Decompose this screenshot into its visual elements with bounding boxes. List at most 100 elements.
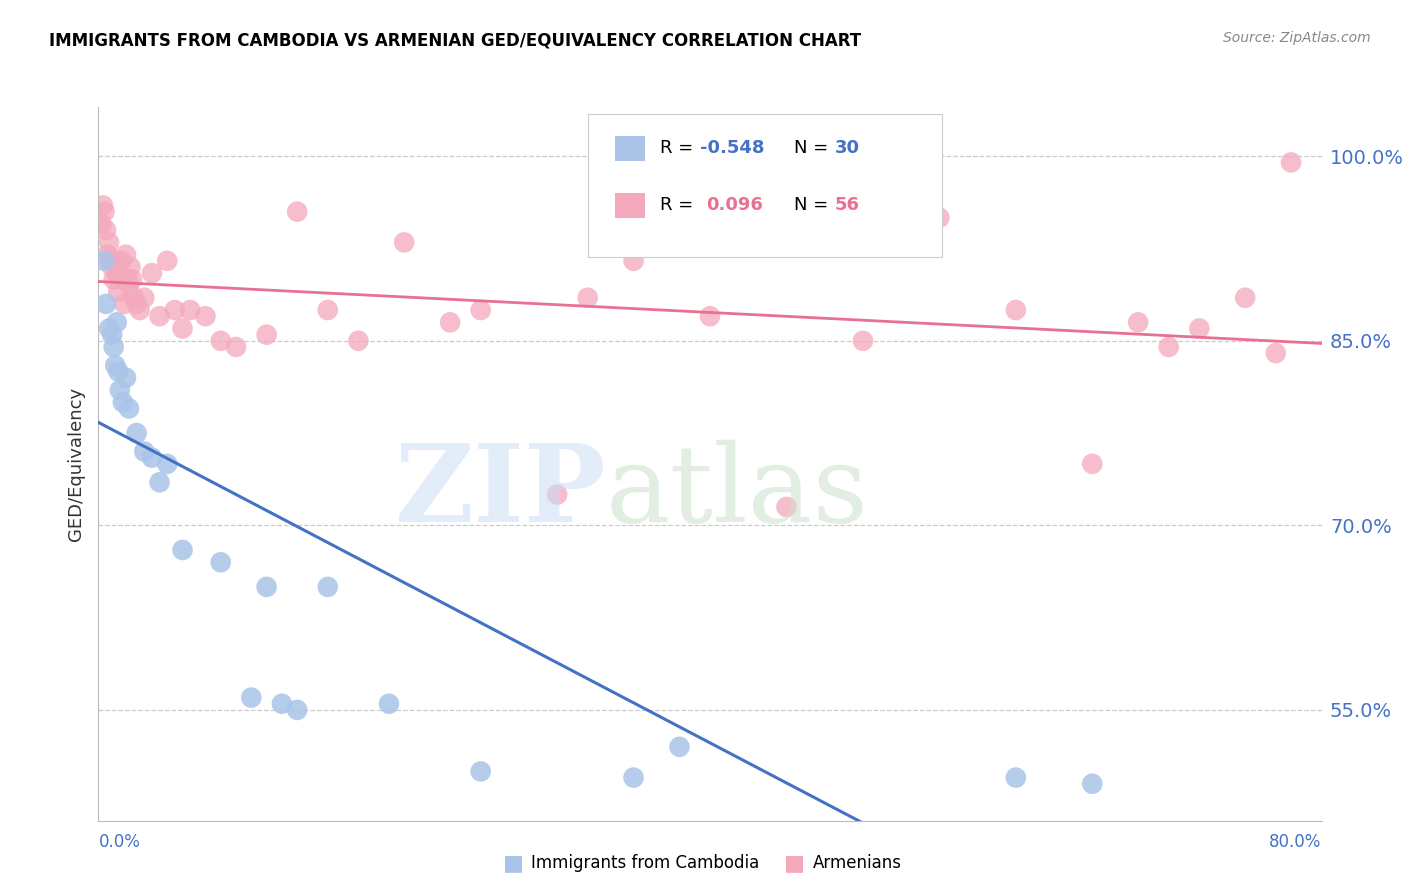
Point <box>172 321 194 335</box>
Point <box>1081 777 1104 791</box>
Point <box>100 253 122 268</box>
Point <box>93 204 115 219</box>
Text: 30: 30 <box>835 139 860 157</box>
Point <box>392 235 416 250</box>
FancyBboxPatch shape <box>588 114 942 257</box>
Point <box>470 303 492 318</box>
Point <box>122 291 145 305</box>
Point <box>111 395 134 409</box>
Text: 0.096: 0.096 <box>706 196 763 214</box>
Point <box>115 370 138 384</box>
Point <box>156 253 179 268</box>
Point <box>111 272 134 286</box>
Point <box>104 359 127 373</box>
Point <box>172 543 194 558</box>
Point <box>439 315 461 329</box>
Point <box>103 340 125 354</box>
Point <box>699 309 721 323</box>
Point <box>1004 303 1026 318</box>
Point <box>270 697 294 711</box>
Point <box>118 401 141 416</box>
Point <box>101 260 124 274</box>
Text: 0.0%: 0.0% <box>98 833 141 851</box>
Point <box>141 266 163 280</box>
Point <box>115 248 138 262</box>
Point <box>128 303 150 318</box>
Point <box>97 248 120 262</box>
Point <box>209 334 232 348</box>
Point <box>125 297 148 311</box>
Point <box>120 260 142 274</box>
Point <box>347 334 370 348</box>
Y-axis label: GED/Equivalency: GED/Equivalency <box>66 387 84 541</box>
Point <box>316 580 339 594</box>
Point <box>209 555 232 569</box>
Text: N =: N = <box>794 196 834 214</box>
Point <box>90 217 112 231</box>
Text: Armenians: Armenians <box>813 855 901 872</box>
Point <box>134 444 156 458</box>
Point <box>163 303 186 318</box>
Point <box>108 266 131 280</box>
Point <box>1128 315 1150 329</box>
Point <box>94 223 117 237</box>
Point <box>117 272 139 286</box>
Point <box>852 334 875 348</box>
Point <box>1264 346 1286 360</box>
Text: 80.0%: 80.0% <box>1270 833 1322 851</box>
Text: ZIP: ZIP <box>395 440 606 545</box>
Text: IMMIGRANTS FROM CAMBODIA VS ARMENIAN GED/EQUIVALENCY CORRELATION CHART: IMMIGRANTS FROM CAMBODIA VS ARMENIAN GED… <box>49 31 862 49</box>
Point <box>194 309 217 323</box>
Text: R =: R = <box>659 139 699 157</box>
Text: R =: R = <box>659 196 704 214</box>
Point <box>110 253 132 268</box>
Point <box>104 253 127 268</box>
Point <box>112 297 135 311</box>
Text: N =: N = <box>794 139 834 157</box>
Point <box>1004 771 1026 785</box>
Point <box>93 253 115 268</box>
Point <box>1157 340 1180 354</box>
Point <box>928 211 950 225</box>
Point <box>91 198 114 212</box>
Point <box>1279 155 1302 169</box>
Point <box>1188 321 1211 335</box>
Point <box>94 297 117 311</box>
Point <box>121 272 143 286</box>
Point <box>546 487 568 501</box>
Point <box>225 340 247 354</box>
Point <box>470 764 492 779</box>
Text: ■: ■ <box>503 854 523 873</box>
Point <box>101 327 124 342</box>
FancyBboxPatch shape <box>614 136 645 161</box>
Text: Immigrants from Cambodia: Immigrants from Cambodia <box>531 855 759 872</box>
Point <box>623 771 645 785</box>
Text: atlas: atlas <box>606 440 869 545</box>
Point <box>107 285 129 299</box>
Point <box>156 457 179 471</box>
Point <box>107 365 129 379</box>
Text: Source: ZipAtlas.com: Source: ZipAtlas.com <box>1223 31 1371 45</box>
FancyBboxPatch shape <box>614 193 645 218</box>
Point <box>378 697 401 711</box>
Point <box>775 500 797 514</box>
Point <box>141 450 163 465</box>
Point <box>118 278 141 293</box>
Point <box>256 580 278 594</box>
Text: ■: ■ <box>785 854 804 873</box>
Point <box>134 291 156 305</box>
Point <box>576 291 599 305</box>
Point <box>240 690 263 705</box>
Point <box>149 475 172 490</box>
Point <box>125 426 148 441</box>
Point <box>103 272 125 286</box>
Point <box>285 204 308 219</box>
Point <box>98 321 121 335</box>
Point <box>105 266 128 280</box>
Point <box>179 303 201 318</box>
Point <box>623 253 645 268</box>
Point <box>316 303 339 318</box>
Point <box>1234 291 1257 305</box>
Text: -0.548: -0.548 <box>700 139 765 157</box>
Point <box>1081 457 1104 471</box>
